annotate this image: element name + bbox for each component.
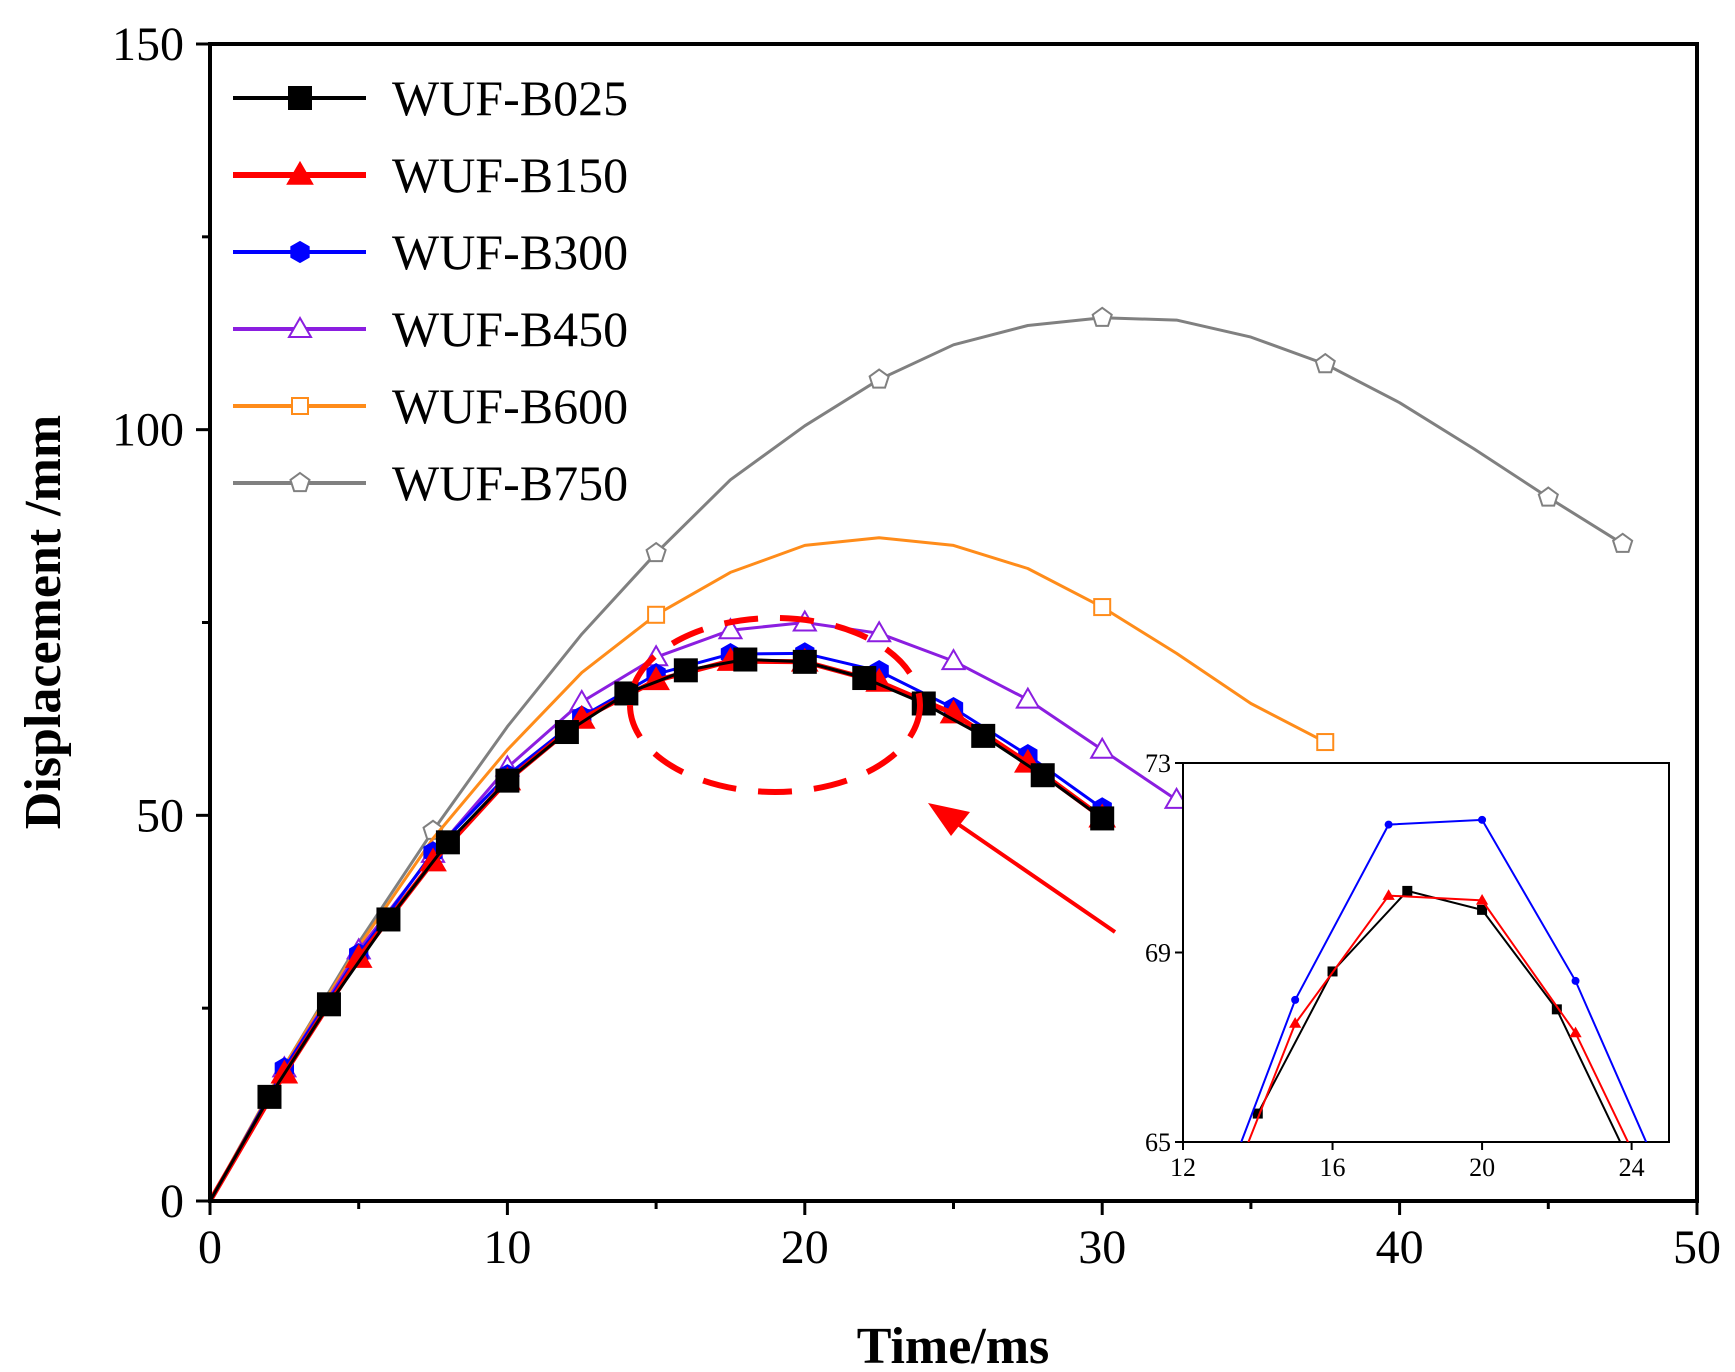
inset-line-wuf-b150 (1247, 894, 1630, 1142)
inset-frame (1182, 762, 1670, 1143)
data-point-wuf-b025 (911, 691, 936, 716)
data-point-wuf-b025 (971, 723, 996, 748)
legend-item-wuf-b150: WUF-B150 (233, 147, 628, 203)
legend-label-wuf-b300: WUF-B300 (392, 224, 628, 280)
data-point-wuf-b025 (673, 658, 698, 683)
data-point-wuf-b600 (647, 605, 666, 624)
legend-item-wuf-b300: WUF-B300 (233, 224, 628, 280)
x-tick-label: 40 (1376, 1221, 1424, 1274)
inset-point-wuf-b300 (1478, 815, 1487, 824)
data-point-wuf-b025 (435, 830, 460, 855)
legend-item-wuf-b600: WUF-B600 (233, 378, 628, 434)
inset-y-tick-label: 69 (1145, 939, 1171, 968)
inset-point-wuf-b300 (1291, 995, 1300, 1004)
inset-point-wuf-b150 (1289, 1017, 1302, 1028)
inset-series (1240, 815, 1648, 1142)
data-point-wuf-b450 (1089, 736, 1115, 759)
legend-item-wuf-b450: WUF-B450 (233, 301, 628, 357)
y-tick-label: 50 (136, 789, 184, 842)
data-point-wuf-b450 (1015, 686, 1041, 709)
data-point-wuf-b025 (495, 768, 520, 793)
legend-item-wuf-b750: WUF-B750 (233, 455, 628, 511)
annotations (627, 615, 1117, 934)
data-point-wuf-b025 (257, 1084, 282, 1109)
y-tick-label: 150 (112, 18, 184, 71)
data-point-wuf-b025 (852, 666, 877, 691)
legend-item-wuf-b025: WUF-B025 (233, 70, 628, 126)
inset-point-wuf-b300 (1571, 976, 1580, 985)
data-point-wuf-b150 (344, 943, 373, 968)
data-point-wuf-b450 (866, 620, 892, 643)
series-line-wuf-b450 (208, 621, 1178, 1202)
data-point-wuf-b450 (717, 617, 744, 640)
data-point-wuf-b750 (1314, 352, 1336, 374)
data-point-wuf-b750 (1091, 306, 1113, 327)
y-axis-label: Displacement /mm (15, 415, 72, 829)
data-point-wuf-b025 (554, 720, 579, 745)
data-point-wuf-b750 (868, 368, 890, 389)
series-line-wuf-b750 (208, 316, 1624, 1202)
data-point-wuf-b450 (940, 648, 967, 671)
legend-label-wuf-b450: WUF-B450 (392, 301, 628, 357)
inset-line-wuf-b025 (1256, 889, 1622, 1142)
series-line-wuf-b600 (208, 536, 1326, 1202)
legend-marker-wuf-b300 (290, 240, 310, 264)
data-point-wuf-b025 (792, 649, 817, 674)
legend-label-wuf-b750: WUF-B750 (392, 455, 628, 511)
data-point-wuf-b750 (1537, 486, 1559, 507)
legend-marker-wuf-b750 (289, 471, 311, 493)
x-tick-label: 20 (781, 1221, 829, 1274)
legend: WUF-B025 WUF-B150 WUF-B300 WUF-B450 WUF-B600… (233, 70, 628, 511)
data-point-wuf-b025 (376, 907, 401, 932)
pointer-arrow-head (928, 803, 970, 836)
data-point-wuf-b025 (1090, 806, 1115, 831)
data-point-wuf-b750 (645, 541, 667, 563)
y-tick-label: 0 (160, 1175, 184, 1228)
inset-point-wuf-b025 (1477, 904, 1488, 915)
inset-y-tick-label: 73 (1145, 749, 1171, 778)
legend-marker-wuf-b600 (291, 397, 309, 415)
data-point-wuf-b025 (316, 992, 341, 1017)
data-point-wuf-b025 (614, 681, 639, 706)
data-point-wuf-b600 (1316, 733, 1335, 752)
inset-x-tick-label: 20 (1469, 1153, 1495, 1182)
series-wuf-b025 (208, 647, 1115, 1202)
data-point-wuf-b600 (1093, 598, 1112, 617)
highlight-ellipse (627, 615, 923, 795)
x-tick-label: 50 (1673, 1221, 1721, 1274)
y-tick-label: 100 (112, 404, 184, 457)
inset-point-wuf-b300 (1384, 820, 1393, 829)
inset-point-wuf-b150 (1569, 1026, 1582, 1038)
inset-x-tick-label: 16 (1320, 1153, 1346, 1182)
data-point-wuf-b025 (733, 647, 758, 672)
inset-y-tick-label: 65 (1145, 1128, 1171, 1157)
legend-label-wuf-b600: WUF-B600 (392, 378, 628, 434)
inset-point-wuf-b150 (1475, 893, 1489, 905)
legend-marker-wuf-b025 (288, 86, 312, 110)
series-line-wuf-b025 (208, 658, 1104, 1202)
x-axis-label: Time/ms (857, 1318, 1050, 1372)
legend-label-wuf-b150: WUF-B150 (392, 147, 628, 203)
inset-x-tick-label: 24 (1619, 1153, 1645, 1182)
legend-label-wuf-b025: WUF-B025 (392, 70, 628, 126)
series-wuf-b750 (208, 306, 1634, 1202)
inset-point-wuf-b025 (1402, 885, 1413, 896)
series-wuf-b600 (208, 536, 1335, 1202)
inset-chart: 12 16 20 24 65 69 73 (1145, 749, 1670, 1182)
x-tick-label: 10 (483, 1221, 531, 1274)
x-tick-label: 30 (1078, 1221, 1126, 1274)
inset-x-tick-label: 12 (1170, 1153, 1196, 1182)
data-point-wuf-b025 (1030, 763, 1055, 788)
inset-line-wuf-b300 (1240, 818, 1648, 1142)
legend-marker-wuf-b150 (286, 160, 314, 185)
x-tick-label: 0 (198, 1221, 222, 1274)
legend-marker-wuf-b450 (287, 316, 313, 338)
inset-point-wuf-b150 (1382, 889, 1395, 900)
data-point-wuf-b750 (1611, 532, 1634, 553)
pointer-arrow-line (953, 820, 1117, 934)
